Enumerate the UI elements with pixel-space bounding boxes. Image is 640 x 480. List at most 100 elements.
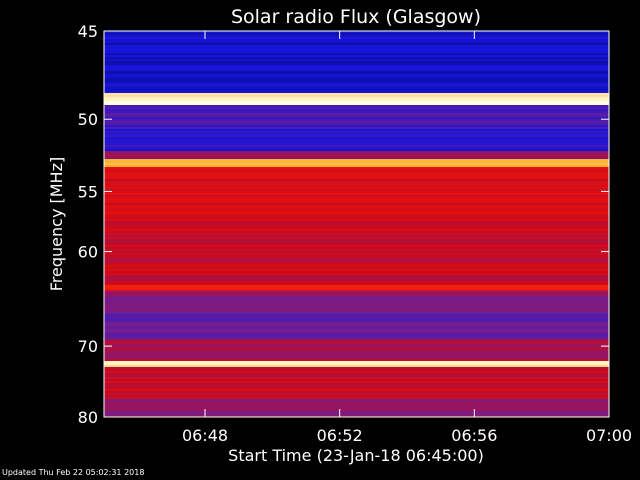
- heatmap-row: [104, 223, 609, 225]
- heatmap-row: [104, 41, 609, 43]
- heatmap-row: [104, 329, 609, 331]
- heatmap-row: [104, 309, 609, 311]
- heatmap-row: [104, 191, 609, 193]
- heatmap-row: [104, 379, 609, 381]
- heatmap-row: [104, 179, 609, 181]
- heatmap-row: [104, 251, 609, 253]
- heatmap-row: [104, 331, 609, 333]
- heatmap-row: [104, 161, 609, 163]
- heatmap-row: [104, 155, 609, 157]
- heatmap-row: [104, 135, 609, 137]
- heatmap-row: [104, 153, 609, 155]
- heatmap-row: [104, 221, 609, 223]
- chart-title: Solar radio Flux (Glasgow): [231, 6, 481, 28]
- heatmap-row: [104, 291, 609, 293]
- heatmap-row: [104, 405, 609, 407]
- heatmap-row: [104, 133, 609, 135]
- heatmap-row: [104, 39, 609, 41]
- heatmap-row: [104, 73, 609, 75]
- heatmap-row: [104, 85, 609, 87]
- heatmap-row: [104, 31, 609, 33]
- heatmap-row: [104, 347, 609, 349]
- heatmap-row: [104, 87, 609, 89]
- heatmap-row: [104, 355, 609, 357]
- heatmap-row: [104, 113, 609, 115]
- heatmap-row: [104, 177, 609, 179]
- plot-frame: [103, 30, 610, 418]
- heatmap-row: [104, 233, 609, 235]
- heatmap-row: [104, 159, 609, 161]
- spectrogram-heatmap: [104, 31, 609, 417]
- heatmap-row: [104, 219, 609, 221]
- heatmap-row: [104, 237, 609, 239]
- heatmap-row: [104, 325, 609, 327]
- heatmap-row: [104, 343, 609, 345]
- heatmap-row: [104, 67, 609, 69]
- heatmap-row: [104, 95, 609, 97]
- heatmap-row: [104, 117, 609, 119]
- heatmap-row: [104, 319, 609, 321]
- heatmap-row: [104, 313, 609, 315]
- heatmap-row: [104, 125, 609, 127]
- heatmap-row: [104, 269, 609, 271]
- heatmap-row: [104, 195, 609, 197]
- heatmap-row: [104, 293, 609, 295]
- heatmap-row: [104, 143, 609, 145]
- heatmap-row: [104, 47, 609, 49]
- heatmap-row: [104, 175, 609, 177]
- heatmap-row: [104, 217, 609, 219]
- heatmap-row: [104, 105, 609, 107]
- heatmap-row: [104, 111, 609, 113]
- heatmap-row: [104, 37, 609, 39]
- heatmap-row: [104, 393, 609, 395]
- heatmap-row: [104, 399, 609, 401]
- heatmap-row: [104, 129, 609, 131]
- heatmap-row: [104, 255, 609, 257]
- heatmap-row: [104, 83, 609, 85]
- heatmap-row: [104, 149, 609, 151]
- heatmap-row: [104, 311, 609, 313]
- heatmap-row: [104, 395, 609, 397]
- heatmap-row: [104, 413, 609, 415]
- heatmap-row: [104, 357, 609, 359]
- heatmap-row: [104, 51, 609, 53]
- heatmap-row: [104, 337, 609, 339]
- heatmap-row: [104, 275, 609, 277]
- heatmap-row: [104, 239, 609, 241]
- heatmap-row: [104, 247, 609, 249]
- heatmap-row: [104, 295, 609, 297]
- heatmap-row: [104, 121, 609, 123]
- heatmap-row: [104, 145, 609, 147]
- heatmap-row: [104, 253, 609, 255]
- heatmap-row: [104, 75, 609, 77]
- heatmap-row: [104, 163, 609, 165]
- heatmap-row: [104, 257, 609, 259]
- heatmap-row: [104, 49, 609, 51]
- heatmap-row: [104, 241, 609, 243]
- heatmap-row: [104, 123, 609, 125]
- heatmap-row: [104, 225, 609, 227]
- heatmap-row: [104, 181, 609, 183]
- y-tick-label: 60: [78, 243, 98, 262]
- heatmap-row: [104, 169, 609, 171]
- heatmap-row: [104, 65, 609, 67]
- heatmap-row: [104, 201, 609, 203]
- heatmap-row: [104, 305, 609, 307]
- heatmap-row: [104, 317, 609, 319]
- heatmap-row: [104, 93, 609, 95]
- heatmap-row: [104, 199, 609, 201]
- heatmap-row: [104, 321, 609, 323]
- y-tick-label: 80: [78, 408, 98, 427]
- heatmap-row: [104, 381, 609, 383]
- heatmap-row: [104, 147, 609, 149]
- heatmap-row: [104, 81, 609, 83]
- heatmap-row: [104, 107, 609, 109]
- heatmap-row: [104, 279, 609, 281]
- heatmap-row: [104, 307, 609, 309]
- heatmap-row: [104, 265, 609, 267]
- heatmap-row: [104, 289, 609, 291]
- heatmap-row: [104, 273, 609, 275]
- heatmap-row: [104, 397, 609, 399]
- heatmap-row: [104, 277, 609, 279]
- heatmap-row: [104, 373, 609, 375]
